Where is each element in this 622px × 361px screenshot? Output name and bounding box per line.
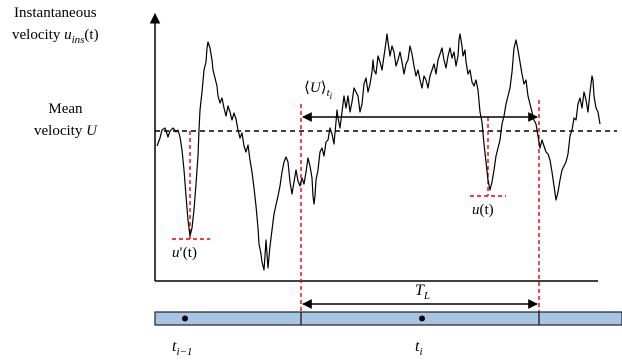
local-mean-label: ⟨U⟩ti: [304, 80, 333, 102]
u-t-label: u(t): [472, 202, 494, 218]
mean-velocity-label: Mean velocity U: [34, 98, 97, 142]
instantaneous-velocity-label: Instantaneous velocity uins(t): [12, 2, 99, 46]
instantaneous-line2: velocity uins(t): [12, 27, 99, 46]
u-prime-label: u′(t): [172, 245, 197, 261]
timeline-band: [154, 311, 622, 326]
timeline-point-current: [419, 315, 425, 322]
tl-label: TL: [415, 282, 431, 303]
mean-line1: Mean: [48, 101, 83, 117]
mean-line2: velocity U: [34, 123, 97, 139]
t-prev-label: ti−1: [172, 338, 193, 359]
instantaneous-velocity-signal: [156, 33, 601, 271]
instantaneous-line1: Instantaneous: [14, 5, 97, 21]
t-current-label: ti: [415, 338, 423, 359]
timeline-point-prev: [182, 315, 188, 322]
